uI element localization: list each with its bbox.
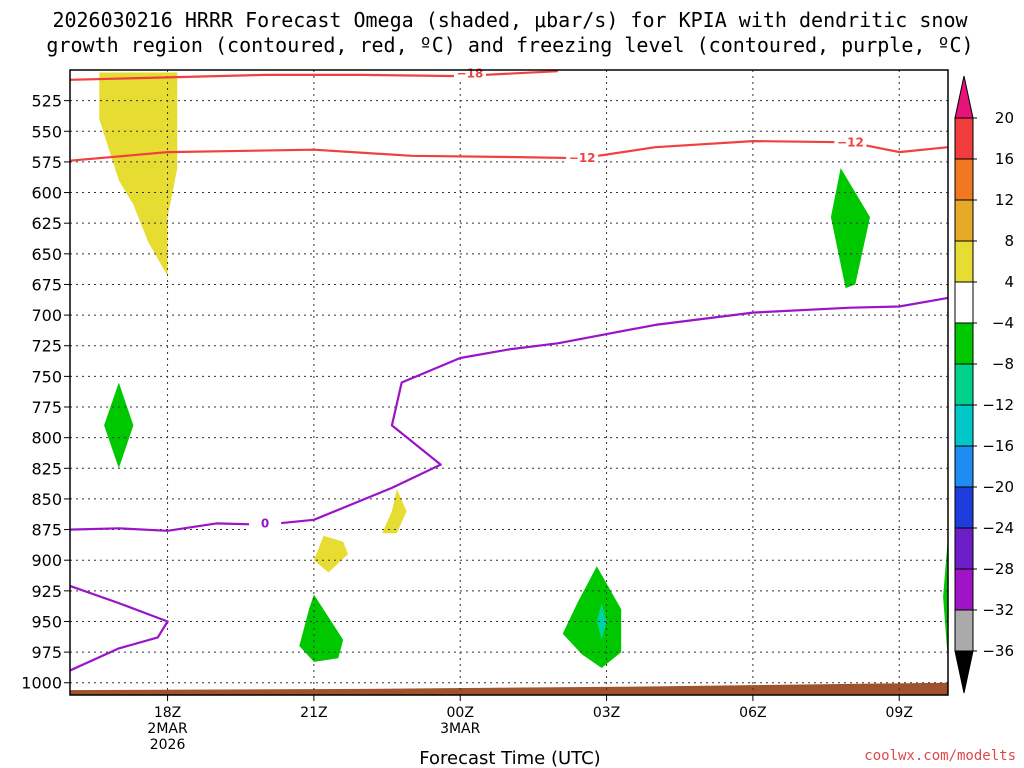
x-tick-label-12-0: 06Z xyxy=(739,705,766,721)
colorbar: 20 16 12 8 4 −4 −8 −12 −16 −20 −24 −28 −32 −36 xyxy=(954,75,1014,694)
y-tick-label-750: 750 xyxy=(31,367,62,386)
grid-lines xyxy=(70,70,948,695)
omega-region-8 xyxy=(943,535,948,662)
y-tick-label-875: 875 xyxy=(31,521,62,540)
x-tick-label-6-0: 00Z xyxy=(447,705,474,721)
omega-region-3 xyxy=(104,382,134,469)
colorbar-swatch-1 xyxy=(954,158,974,201)
colorbar-label-9: −20 xyxy=(982,478,1014,496)
y-tick-label-975: 975 xyxy=(31,643,62,662)
colorbar-top-arrow xyxy=(954,75,974,119)
contour-line-3 xyxy=(70,584,169,672)
colorbar-swatch-3 xyxy=(954,240,974,283)
colorbar-label-4: 4 xyxy=(1004,273,1014,291)
contour-label-bg-2-0 xyxy=(249,515,282,531)
colorbar-swatch-5 xyxy=(954,322,974,365)
y-tick-label-850: 850 xyxy=(31,490,62,509)
colorbar-label-5: −4 xyxy=(992,314,1014,332)
x-tick-label-3-0: 21Z xyxy=(300,705,327,721)
colorbar-label-0: 20 xyxy=(995,109,1014,127)
colorbar-label-11: −28 xyxy=(982,560,1014,578)
x-tick-label-9-0: 03Z xyxy=(593,705,620,721)
y-tick-label-800: 800 xyxy=(31,429,62,448)
y-tick-label-675: 675 xyxy=(31,275,62,294)
contour-label-1-1: −12 xyxy=(837,135,864,149)
y-tick-label-600: 600 xyxy=(31,184,62,203)
colorbar-swatch-2 xyxy=(954,199,974,242)
colorbar-label-1: 16 xyxy=(995,150,1014,168)
y-tick-label-825: 825 xyxy=(31,459,62,478)
colorbar-label-12: −32 xyxy=(982,601,1014,619)
contour-label-2-0: 0 xyxy=(261,516,269,530)
x-tick-label-0-0: 18Z xyxy=(154,705,181,721)
watermark: coolwx.com/modelts xyxy=(864,748,1016,764)
colorbar-swatch-0 xyxy=(954,117,974,160)
chart-title: 2026030216 HRRR Forecast Omega (shaded, … xyxy=(46,8,973,57)
x-tick-label-15-0: 09Z xyxy=(886,705,913,721)
colorbar-label-13: −36 xyxy=(982,642,1014,660)
omega-shading xyxy=(99,72,948,668)
y-tick-label-700: 700 xyxy=(31,306,62,325)
omega-region-6 xyxy=(562,566,622,668)
y-tick-label-775: 775 xyxy=(31,398,62,417)
colorbar-label-10: −24 xyxy=(982,519,1014,537)
colorbar-swatch-4 xyxy=(954,281,974,324)
colorbar-swatch-11 xyxy=(954,568,974,611)
x-tick-label-0-2: 2026 xyxy=(150,737,186,753)
colorbar-label-6: −8 xyxy=(992,355,1014,373)
y-tick-label-625: 625 xyxy=(31,214,62,233)
y-tick-label-525: 525 xyxy=(31,92,62,111)
y-tick-label-950: 950 xyxy=(31,612,62,631)
contour-label-bg-1-0 xyxy=(566,150,599,166)
x-tick-label-6-1: 3MAR xyxy=(440,721,481,737)
colorbar-label-3: 8 xyxy=(1004,232,1014,250)
colorbar-swatch-9 xyxy=(954,486,974,529)
colorbar-label-8: −16 xyxy=(982,437,1014,455)
contour-line-1 xyxy=(70,140,948,162)
colorbar-bottom-arrow xyxy=(954,650,974,694)
omega-region-0 xyxy=(99,72,178,276)
x-axis-label: Forecast Time (UTC) xyxy=(419,748,600,768)
colorbar-swatch-6 xyxy=(954,363,974,406)
contour-lines xyxy=(70,70,948,672)
plot-area: −18 −12 −12 0 xyxy=(69,65,949,696)
y-tick-label-650: 650 xyxy=(31,245,62,264)
colorbar-label-2: 12 xyxy=(995,191,1014,209)
y-tick-label-725: 725 xyxy=(31,337,62,356)
omega-region-1 xyxy=(382,489,407,534)
contour-line-2 xyxy=(70,296,948,532)
contour-label-0-0: −18 xyxy=(457,67,484,81)
plot-frame xyxy=(69,69,949,696)
y-tick-label-1000: 1000 xyxy=(21,674,62,693)
omega-region-5 xyxy=(299,594,344,662)
colorbar-swatch-8 xyxy=(954,445,974,488)
colorbar-swatch-10 xyxy=(954,527,974,570)
x-tick-label-0-1: 2MAR xyxy=(147,721,188,737)
y-tick-label-550: 550 xyxy=(31,122,62,141)
colorbar-swatch-12 xyxy=(954,609,974,652)
y-tick-label-925: 925 xyxy=(31,582,62,601)
contour-labels: −18 −12 −12 0 xyxy=(249,65,867,531)
omega-region-4 xyxy=(830,168,870,289)
contour-label-bg-1-1 xyxy=(834,134,867,150)
terrain-fill xyxy=(70,682,948,695)
y-tick-label-900: 900 xyxy=(31,551,62,570)
title-line-2: growth region (contoured, red, ºC) and f… xyxy=(46,33,973,57)
omega-region-2 xyxy=(313,535,348,573)
y-axis-ticks: 525 550 575 600 625 650 675 700 725 750 775 800 825 8… xyxy=(21,92,70,693)
terrain-polygon xyxy=(70,682,948,695)
contour-label-1-0: −12 xyxy=(569,151,596,165)
colorbar-label-7: −12 xyxy=(982,396,1014,414)
title-line-1: 2026030216 HRRR Forecast Omega (shaded, … xyxy=(52,8,968,32)
omega-region-7 xyxy=(596,603,607,640)
colorbar-swatch-7 xyxy=(954,404,974,447)
y-tick-label-575: 575 xyxy=(31,153,62,172)
